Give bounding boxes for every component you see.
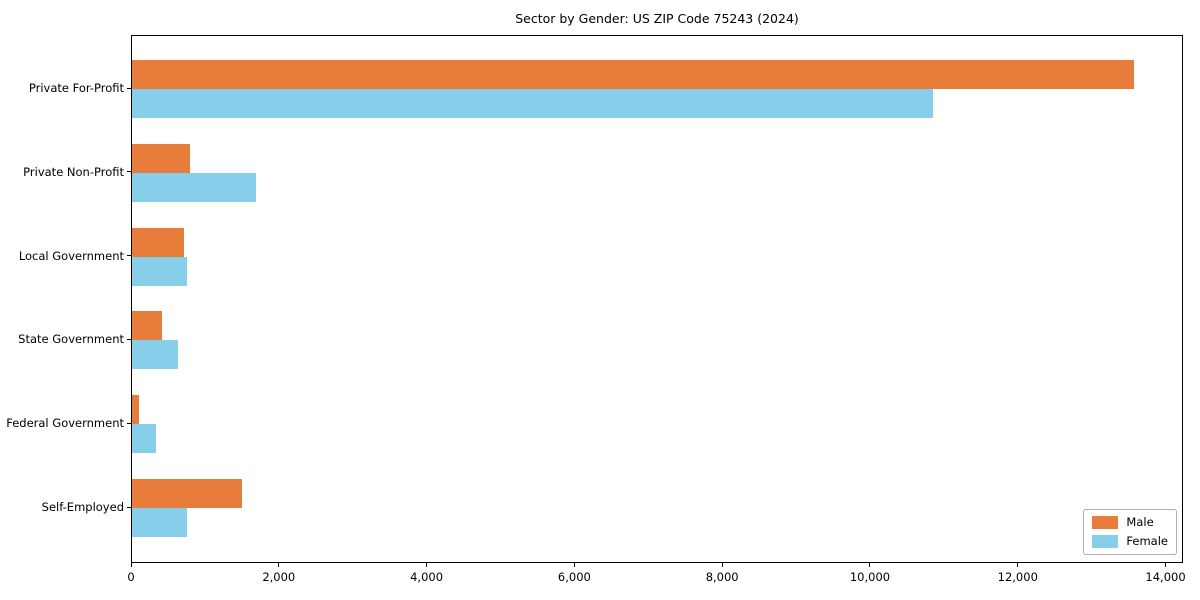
x-tick-label: 10,000 (849, 570, 891, 584)
y-tick-label-private-non-profit: Private Non-Profit (23, 164, 124, 179)
y-tick-label-self-employed: Self-Employed (41, 500, 124, 514)
y-tick-mark (127, 422, 131, 424)
legend: Male Female (1083, 509, 1177, 555)
x-tick-label: 12,000 (997, 570, 1038, 584)
x-tick-mark (1017, 563, 1019, 567)
bar-female-self-employed (132, 508, 187, 537)
y-tick-label-private-for-profit: Private For-Profit (28, 81, 124, 95)
bar-male-federal-government (132, 395, 140, 425)
bar-male-private-for-profit (132, 60, 1134, 89)
bar-male-private-non-profit (132, 143, 190, 173)
bar-female-private-non-profit (132, 172, 256, 202)
x-tick-label: 0 (127, 570, 135, 584)
legend-item-male: Male (1092, 516, 1168, 529)
legend-swatch-male (1092, 516, 1119, 529)
chart-title: Sector by Gender: US ZIP Code 75243 (202… (515, 11, 799, 26)
legend-swatch-female (1092, 535, 1119, 548)
bar-male-state-government (132, 311, 163, 341)
legend-label-male: Male (1126, 515, 1154, 530)
y-tick-mark (127, 255, 131, 257)
x-tick-label: 14,000 (1145, 570, 1186, 584)
x-tick-label: 4,000 (410, 570, 444, 584)
bar-male-self-employed (132, 479, 242, 508)
bar-male-local-government (132, 227, 185, 257)
y-tick-label-local-government: Local Government (18, 248, 124, 263)
x-tick-mark (278, 563, 280, 567)
bar-female-local-government (132, 256, 188, 286)
x-tick-mark (869, 563, 871, 567)
y-tick-mark (127, 171, 131, 173)
y-tick-label-federal-government: Federal Government (6, 416, 124, 431)
y-tick-mark (127, 338, 131, 340)
x-tick-mark (1165, 563, 1167, 567)
bar-female-state-government (132, 340, 179, 370)
legend-label-female: Female (1126, 534, 1168, 549)
x-tick-label: 8,000 (705, 570, 739, 584)
x-tick-mark (573, 563, 575, 567)
y-tick-mark (127, 87, 131, 89)
y-tick-mark (127, 506, 131, 508)
x-tick-mark (426, 563, 428, 567)
x-tick-mark (130, 563, 132, 567)
bar-female-federal-government (132, 424, 156, 454)
x-tick-label: 6,000 (557, 570, 591, 584)
x-tick-mark (721, 563, 723, 567)
bar-female-private-for-profit (132, 89, 933, 118)
plot-area: Male Female (131, 35, 1183, 563)
legend-item-female: Female (1092, 535, 1168, 548)
x-tick-label: 2,000 (262, 570, 296, 584)
y-tick-label-state-government: State Government (18, 332, 124, 347)
